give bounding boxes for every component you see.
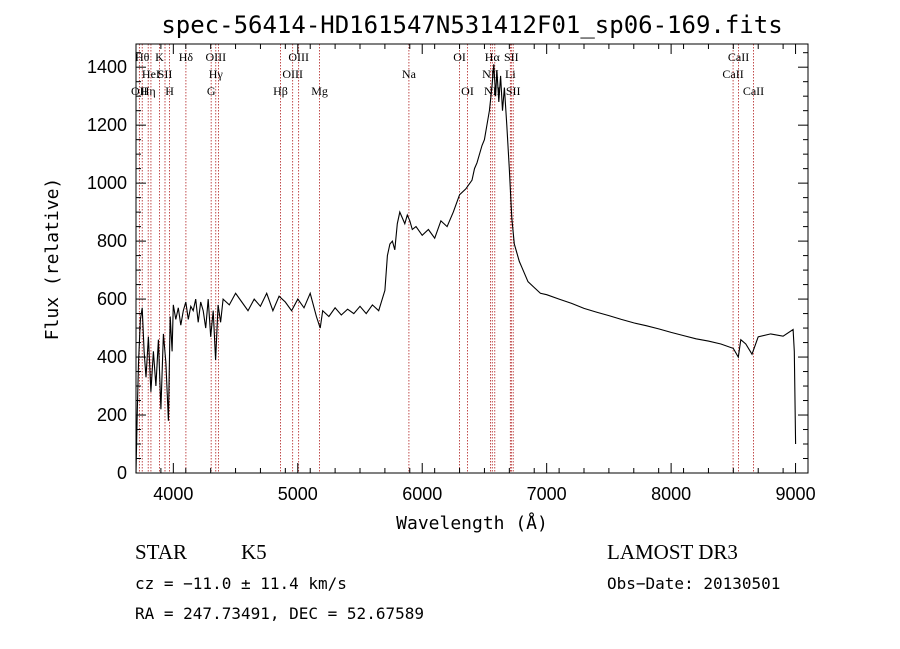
x-tick-label: 7000	[527, 484, 567, 504]
spectral-line-label: CaII	[722, 67, 743, 81]
redshift-cz: cz = −11.0 ± 11.4 km/s	[135, 574, 347, 593]
y-axis: 0 200 400 600 800 1000 1200 1400	[87, 52, 808, 483]
spectral-line-label: HeI	[142, 67, 160, 81]
spectral-line-label: OIII	[282, 67, 303, 81]
chart-title: spec-56414-HD161547N531412F01_sp06-169.f…	[161, 11, 782, 39]
x-axis: 4000 5000 6000 7000 8000 9000	[135, 44, 816, 504]
y-tick-label: 800	[97, 231, 127, 251]
spectral-line-label: Hη	[141, 84, 156, 98]
spectral-line-label: OI	[453, 50, 466, 64]
spectral-line-label: Hδ	[179, 50, 194, 64]
y-tick-label: 1200	[87, 115, 127, 135]
spectral-line-label: Hβ	[273, 84, 288, 98]
spectral-line-label: K	[155, 50, 164, 64]
spectral-line-label: OIII	[205, 50, 226, 64]
spectral-line-label: H	[165, 84, 174, 98]
x-tick-label: 5000	[278, 484, 318, 504]
spectral-line-label: SII	[506, 84, 521, 98]
survey-name: LAMOST DR3	[607, 540, 738, 564]
y-tick-label: 0	[117, 463, 127, 483]
spectral-line-label: Mg	[311, 84, 328, 98]
plot-frame	[135, 43, 809, 474]
spectral-line-label: OI	[461, 84, 474, 98]
spectral-line-label: Hθ	[135, 50, 150, 64]
coordinates: RA = 247.73491, DEC = 52.67589	[135, 604, 424, 623]
spectral-line-label: CaII	[743, 84, 764, 98]
spectrum-line	[135, 64, 797, 474]
spectral-line-label: Hγ	[209, 67, 224, 81]
y-tick-label: 600	[97, 289, 127, 309]
x-tick-label: 4000	[153, 484, 193, 504]
spectral-line-label: Li	[505, 67, 516, 81]
spectral-line-label: G	[207, 84, 216, 98]
spectral-line-labels: OII Hθ Hη HeI K SII H Hδ G OIII Hγ Hβ OIII OIII Mg Na OI…	[131, 50, 764, 98]
object-class: STAR	[135, 540, 187, 564]
spectral-line-label: Hα	[485, 50, 501, 64]
observation-date: Obs−Date: 20130501	[607, 574, 780, 593]
spectral-line-label: CaII	[728, 50, 749, 64]
spectral-line-markers	[138, 44, 754, 473]
spectral-line-label: Na	[402, 67, 417, 81]
spectral-line-label: OIII	[288, 50, 309, 64]
x-tick-label: 9000	[776, 484, 816, 504]
spectral-line-label: SII	[504, 50, 519, 64]
spectral-line-label: SII	[158, 67, 173, 81]
x-axis-label: Wavelength (Å)	[396, 512, 548, 534]
x-tick-label: 6000	[402, 484, 442, 504]
y-tick-label: 1000	[87, 173, 127, 193]
object-subclass: K5	[241, 540, 267, 564]
spectral-line-label: OII	[131, 84, 148, 98]
y-tick-label: 400	[97, 347, 127, 367]
y-axis-label: Flux (relative)	[42, 178, 63, 341]
x-tick-label: 8000	[651, 484, 691, 504]
y-tick-label: 1400	[87, 57, 127, 77]
y-tick-label: 200	[97, 405, 127, 425]
